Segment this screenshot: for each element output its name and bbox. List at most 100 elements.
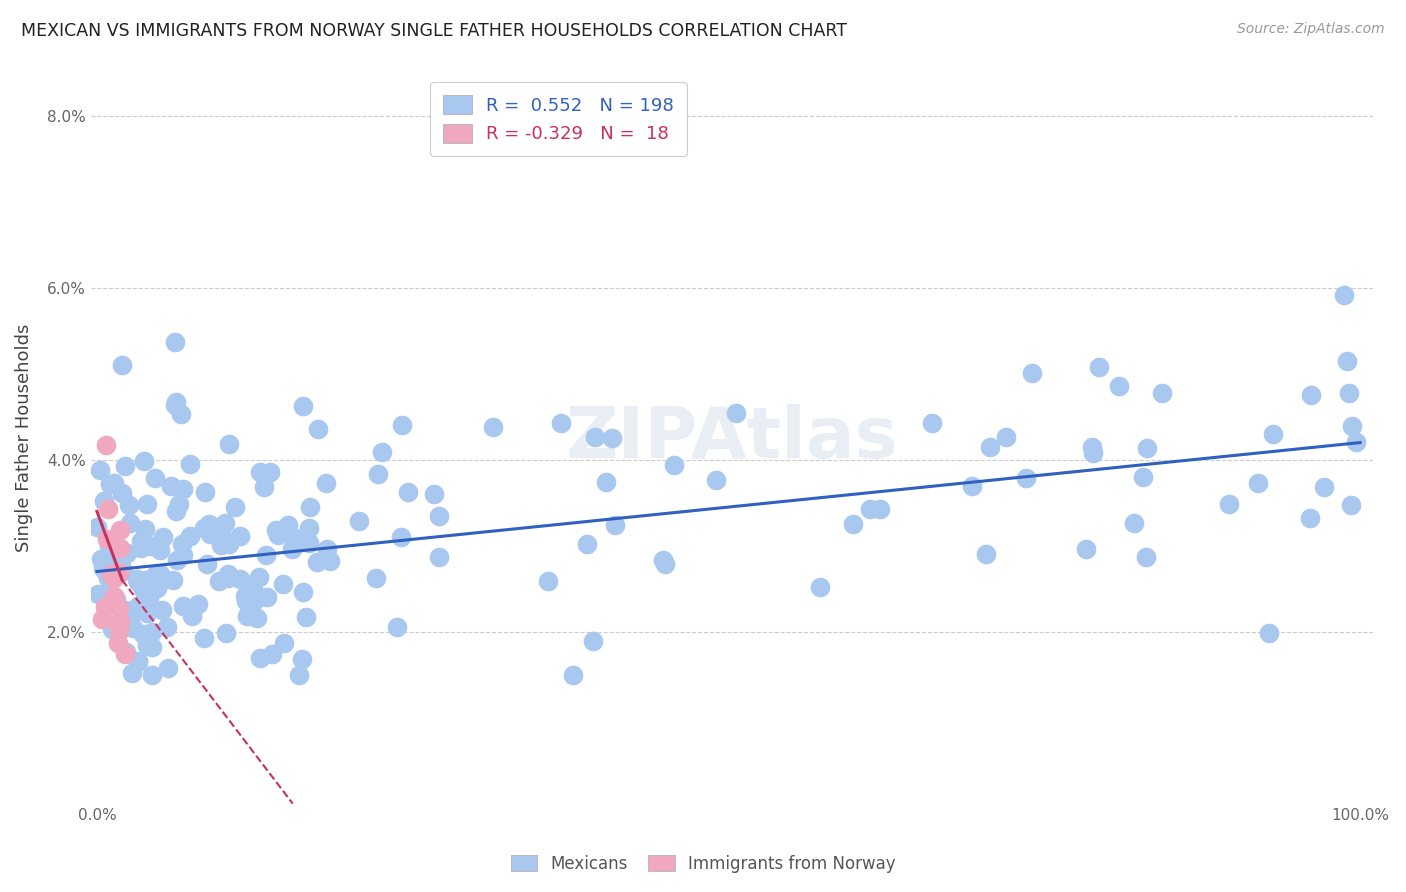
Point bbox=[87, 587, 110, 601]
Point bbox=[98, 476, 121, 491]
Point bbox=[810, 580, 832, 594]
Point bbox=[197, 516, 219, 531]
Point bbox=[249, 465, 271, 479]
Point bbox=[664, 458, 686, 473]
Point bbox=[979, 440, 1001, 454]
Point bbox=[315, 542, 337, 557]
Point bbox=[172, 482, 194, 496]
Point bbox=[156, 661, 179, 675]
Point bbox=[1136, 441, 1159, 455]
Point bbox=[214, 516, 236, 530]
Point bbox=[159, 478, 181, 492]
Point bbox=[98, 539, 121, 553]
Point bbox=[145, 566, 167, 581]
Point bbox=[1299, 388, 1322, 402]
Point bbox=[1339, 385, 1361, 400]
Point bbox=[423, 487, 446, 501]
Point bbox=[1074, 541, 1097, 556]
Point bbox=[93, 494, 115, 508]
Point bbox=[581, 634, 603, 648]
Point bbox=[651, 553, 673, 567]
Point bbox=[139, 539, 162, 553]
Point bbox=[1132, 470, 1154, 484]
Point bbox=[179, 528, 201, 542]
Point bbox=[238, 577, 260, 591]
Point bbox=[162, 573, 184, 587]
Point bbox=[1312, 480, 1334, 494]
Point bbox=[921, 416, 943, 430]
Point bbox=[1135, 549, 1157, 564]
Point bbox=[319, 554, 342, 568]
Point bbox=[107, 621, 129, 635]
Point bbox=[187, 597, 209, 611]
Point bbox=[193, 521, 215, 535]
Point bbox=[482, 419, 505, 434]
Point bbox=[654, 557, 676, 571]
Point bbox=[349, 514, 371, 528]
Point bbox=[295, 610, 318, 624]
Point bbox=[209, 538, 232, 552]
Point bbox=[103, 589, 125, 603]
Point bbox=[291, 584, 314, 599]
Point bbox=[141, 624, 163, 639]
Point bbox=[114, 459, 136, 474]
Point bbox=[172, 548, 194, 562]
Point bbox=[1333, 288, 1355, 302]
Point bbox=[249, 650, 271, 665]
Point bbox=[224, 500, 246, 514]
Point bbox=[576, 537, 599, 551]
Point bbox=[266, 523, 288, 537]
Point bbox=[149, 567, 172, 582]
Point bbox=[370, 444, 392, 458]
Point bbox=[291, 652, 314, 666]
Point bbox=[281, 542, 304, 557]
Point bbox=[97, 571, 120, 585]
Point bbox=[86, 519, 108, 533]
Point bbox=[194, 485, 217, 500]
Point bbox=[1081, 446, 1104, 460]
Point bbox=[94, 563, 117, 577]
Point bbox=[141, 583, 163, 598]
Point bbox=[103, 623, 125, 637]
Point bbox=[1257, 626, 1279, 640]
Point bbox=[150, 602, 173, 616]
Point bbox=[208, 574, 231, 588]
Point bbox=[179, 458, 201, 472]
Point bbox=[561, 667, 583, 681]
Point bbox=[1015, 471, 1038, 485]
Point bbox=[96, 565, 118, 579]
Text: Source: ZipAtlas.com: Source: ZipAtlas.com bbox=[1237, 22, 1385, 37]
Point bbox=[229, 572, 252, 586]
Point bbox=[131, 541, 153, 556]
Point bbox=[169, 497, 191, 511]
Point bbox=[114, 603, 136, 617]
Point bbox=[209, 524, 232, 539]
Point bbox=[277, 517, 299, 532]
Point bbox=[195, 558, 218, 572]
Point bbox=[100, 570, 122, 584]
Legend: Mexicans, Immigrants from Norway: Mexicans, Immigrants from Norway bbox=[503, 848, 903, 880]
Point bbox=[281, 530, 304, 544]
Point bbox=[1336, 354, 1358, 368]
Point bbox=[143, 471, 166, 485]
Point bbox=[254, 548, 277, 562]
Point bbox=[1263, 426, 1285, 441]
Point bbox=[141, 667, 163, 681]
Point bbox=[112, 615, 135, 630]
Point bbox=[136, 607, 159, 621]
Point bbox=[96, 587, 118, 601]
Point bbox=[253, 480, 276, 494]
Point bbox=[121, 621, 143, 635]
Point bbox=[994, 430, 1017, 444]
Point bbox=[291, 399, 314, 413]
Point bbox=[1247, 475, 1270, 490]
Point bbox=[180, 608, 202, 623]
Text: MEXICAN VS IMMIGRANTS FROM NORWAY SINGLE FATHER HOUSEHOLDS CORRELATION CHART: MEXICAN VS IMMIGRANTS FROM NORWAY SINGLE… bbox=[21, 22, 846, 40]
Point bbox=[233, 589, 256, 603]
Point bbox=[148, 576, 170, 591]
Point bbox=[96, 533, 118, 547]
Point bbox=[391, 417, 413, 432]
Point bbox=[245, 592, 267, 607]
Point bbox=[127, 574, 149, 589]
Point bbox=[427, 509, 450, 524]
